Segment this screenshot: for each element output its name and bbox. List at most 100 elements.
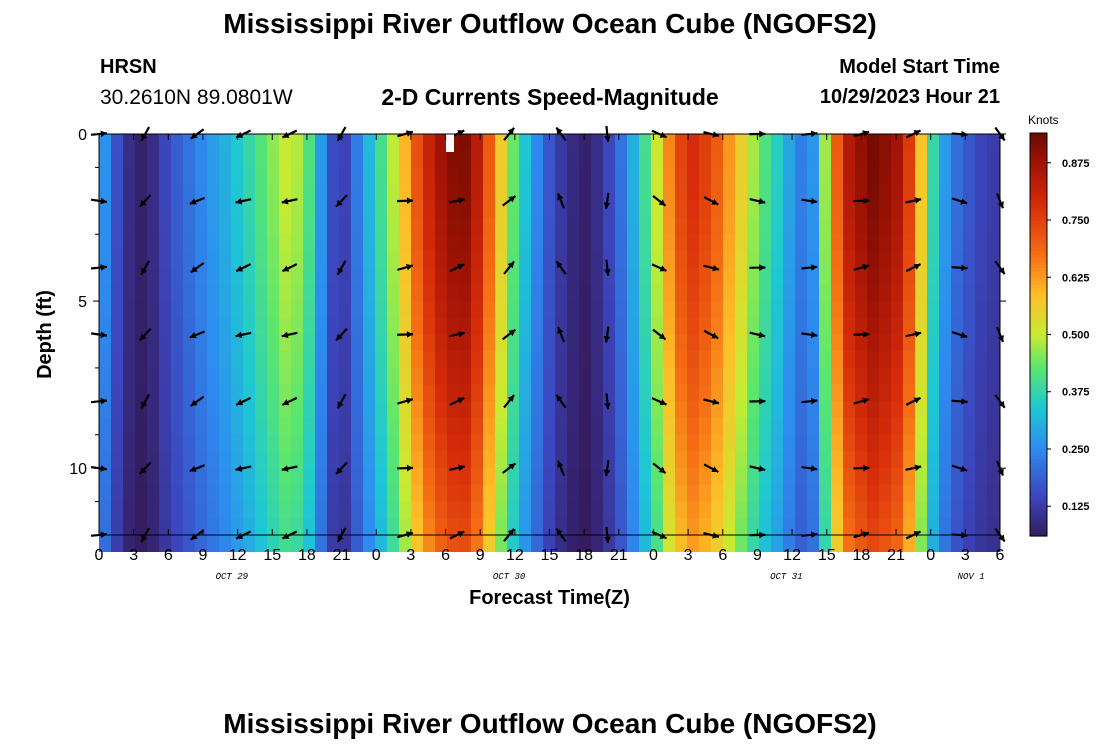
heatmap-cell bbox=[195, 484, 208, 502]
current-arrow bbox=[749, 264, 766, 271]
heatmap-cell bbox=[639, 384, 652, 402]
heatmap-cell bbox=[99, 434, 112, 452]
y-axis-label: Depth (ft) bbox=[34, 290, 56, 379]
heatmap-cell bbox=[483, 167, 496, 185]
x-tick-label: 0 bbox=[372, 547, 381, 564]
heatmap-cell bbox=[711, 518, 724, 536]
heatmap-cell bbox=[831, 518, 844, 536]
heatmap-cell bbox=[591, 468, 604, 486]
heatmap-cell bbox=[543, 284, 556, 302]
arrow-head bbox=[556, 528, 563, 536]
heatmap-cell bbox=[891, 484, 904, 502]
heatmap-cell bbox=[243, 518, 256, 536]
colorbar-segment bbox=[1030, 223, 1047, 228]
heatmap-cell bbox=[483, 451, 496, 469]
heatmap-cell bbox=[231, 518, 244, 536]
heatmap-cell bbox=[915, 167, 928, 185]
heatmap-cell bbox=[267, 317, 280, 335]
heatmap-cell bbox=[243, 501, 256, 519]
heatmap-cell bbox=[375, 134, 388, 152]
colorbar-tick-label: 0.125 bbox=[1062, 501, 1090, 513]
heatmap-cell bbox=[327, 534, 340, 552]
heatmap-cell bbox=[867, 167, 880, 185]
arrow-head bbox=[604, 402, 611, 410]
heatmap-cell bbox=[819, 351, 832, 369]
heatmap-cell bbox=[675, 384, 688, 402]
heatmap-cell bbox=[771, 150, 784, 168]
current-arrow bbox=[703, 463, 719, 473]
colorbar-segment bbox=[1030, 257, 1047, 262]
heatmap-cell bbox=[579, 150, 592, 168]
heatmap-cell bbox=[771, 267, 784, 285]
heatmap-cell bbox=[579, 384, 592, 402]
heatmap-cell bbox=[447, 167, 460, 185]
heatmap-cell bbox=[939, 217, 952, 235]
heatmap-cell bbox=[915, 284, 928, 302]
current-arrow bbox=[140, 260, 151, 276]
heatmap-cell bbox=[147, 401, 160, 419]
heatmap-cell bbox=[771, 301, 784, 319]
colorbar-segment bbox=[1030, 344, 1047, 349]
current-arrow bbox=[951, 264, 968, 272]
heatmap-cell bbox=[771, 534, 784, 552]
heatmap-cell bbox=[843, 150, 856, 168]
heatmap-cell bbox=[699, 317, 712, 335]
heatmap-cell bbox=[171, 301, 184, 319]
arrow-head bbox=[336, 333, 343, 341]
heatmap-cell bbox=[123, 534, 136, 552]
heatmap-cell bbox=[795, 134, 808, 152]
heatmap-cell bbox=[363, 434, 376, 452]
heatmap-cell bbox=[219, 250, 232, 269]
x-tick-label: 3 bbox=[961, 547, 970, 564]
heatmap-cell bbox=[663, 451, 676, 469]
heatmap-cell bbox=[675, 334, 688, 352]
heatmap-cell bbox=[363, 317, 376, 335]
heatmap-cell bbox=[927, 367, 940, 385]
heatmap-cell bbox=[159, 401, 172, 419]
x-axis-label: Forecast Time(Z) bbox=[469, 587, 630, 609]
heatmap-cell bbox=[987, 451, 1000, 469]
heatmap-cell bbox=[975, 317, 988, 335]
heatmap-cell bbox=[447, 301, 460, 319]
heatmap-cell bbox=[711, 484, 724, 502]
heatmap-cell bbox=[603, 234, 616, 252]
heatmap-cell bbox=[735, 384, 748, 402]
heatmap-cell bbox=[939, 200, 952, 218]
heatmap-cell bbox=[915, 250, 928, 269]
heatmap-cell bbox=[255, 484, 268, 502]
heatmap-cell bbox=[459, 501, 472, 519]
heatmap-cell bbox=[423, 367, 436, 385]
heatmap-cell bbox=[219, 384, 232, 402]
heatmap-cell bbox=[975, 534, 988, 552]
heatmap-cell bbox=[855, 417, 868, 436]
heatmap-cell bbox=[459, 534, 472, 552]
colorbar-segment bbox=[1030, 203, 1047, 208]
heatmap-cell bbox=[723, 401, 736, 419]
heatmap-cell bbox=[375, 150, 388, 168]
heatmap-cell bbox=[603, 317, 616, 335]
heatmap-cell bbox=[879, 468, 892, 486]
heatmap-cell bbox=[795, 468, 808, 486]
heatmap-cell bbox=[387, 434, 400, 452]
heatmap-cell bbox=[231, 534, 244, 552]
heatmap-cell bbox=[663, 367, 676, 385]
heatmap-cell bbox=[963, 301, 976, 319]
heatmap-cell bbox=[387, 284, 400, 302]
current-arrow bbox=[235, 197, 252, 205]
heatmap-cell bbox=[351, 250, 364, 269]
arrow-head bbox=[603, 469, 611, 477]
heatmap-cell bbox=[783, 234, 796, 252]
heatmap-cell bbox=[579, 184, 592, 202]
heatmap-cell bbox=[483, 534, 496, 552]
heatmap-cell bbox=[627, 284, 640, 302]
heatmap-cell bbox=[891, 200, 904, 218]
heatmap-cell bbox=[291, 184, 304, 202]
arrow-head bbox=[141, 534, 148, 542]
heatmap-cell bbox=[99, 518, 112, 536]
heatmap-cell bbox=[555, 167, 568, 185]
heatmap-cell bbox=[831, 250, 844, 269]
heatmap-cell bbox=[699, 484, 712, 502]
heatmap-cell bbox=[903, 284, 916, 302]
heatmap-cell bbox=[123, 334, 136, 352]
heatmap-cell bbox=[759, 284, 772, 302]
